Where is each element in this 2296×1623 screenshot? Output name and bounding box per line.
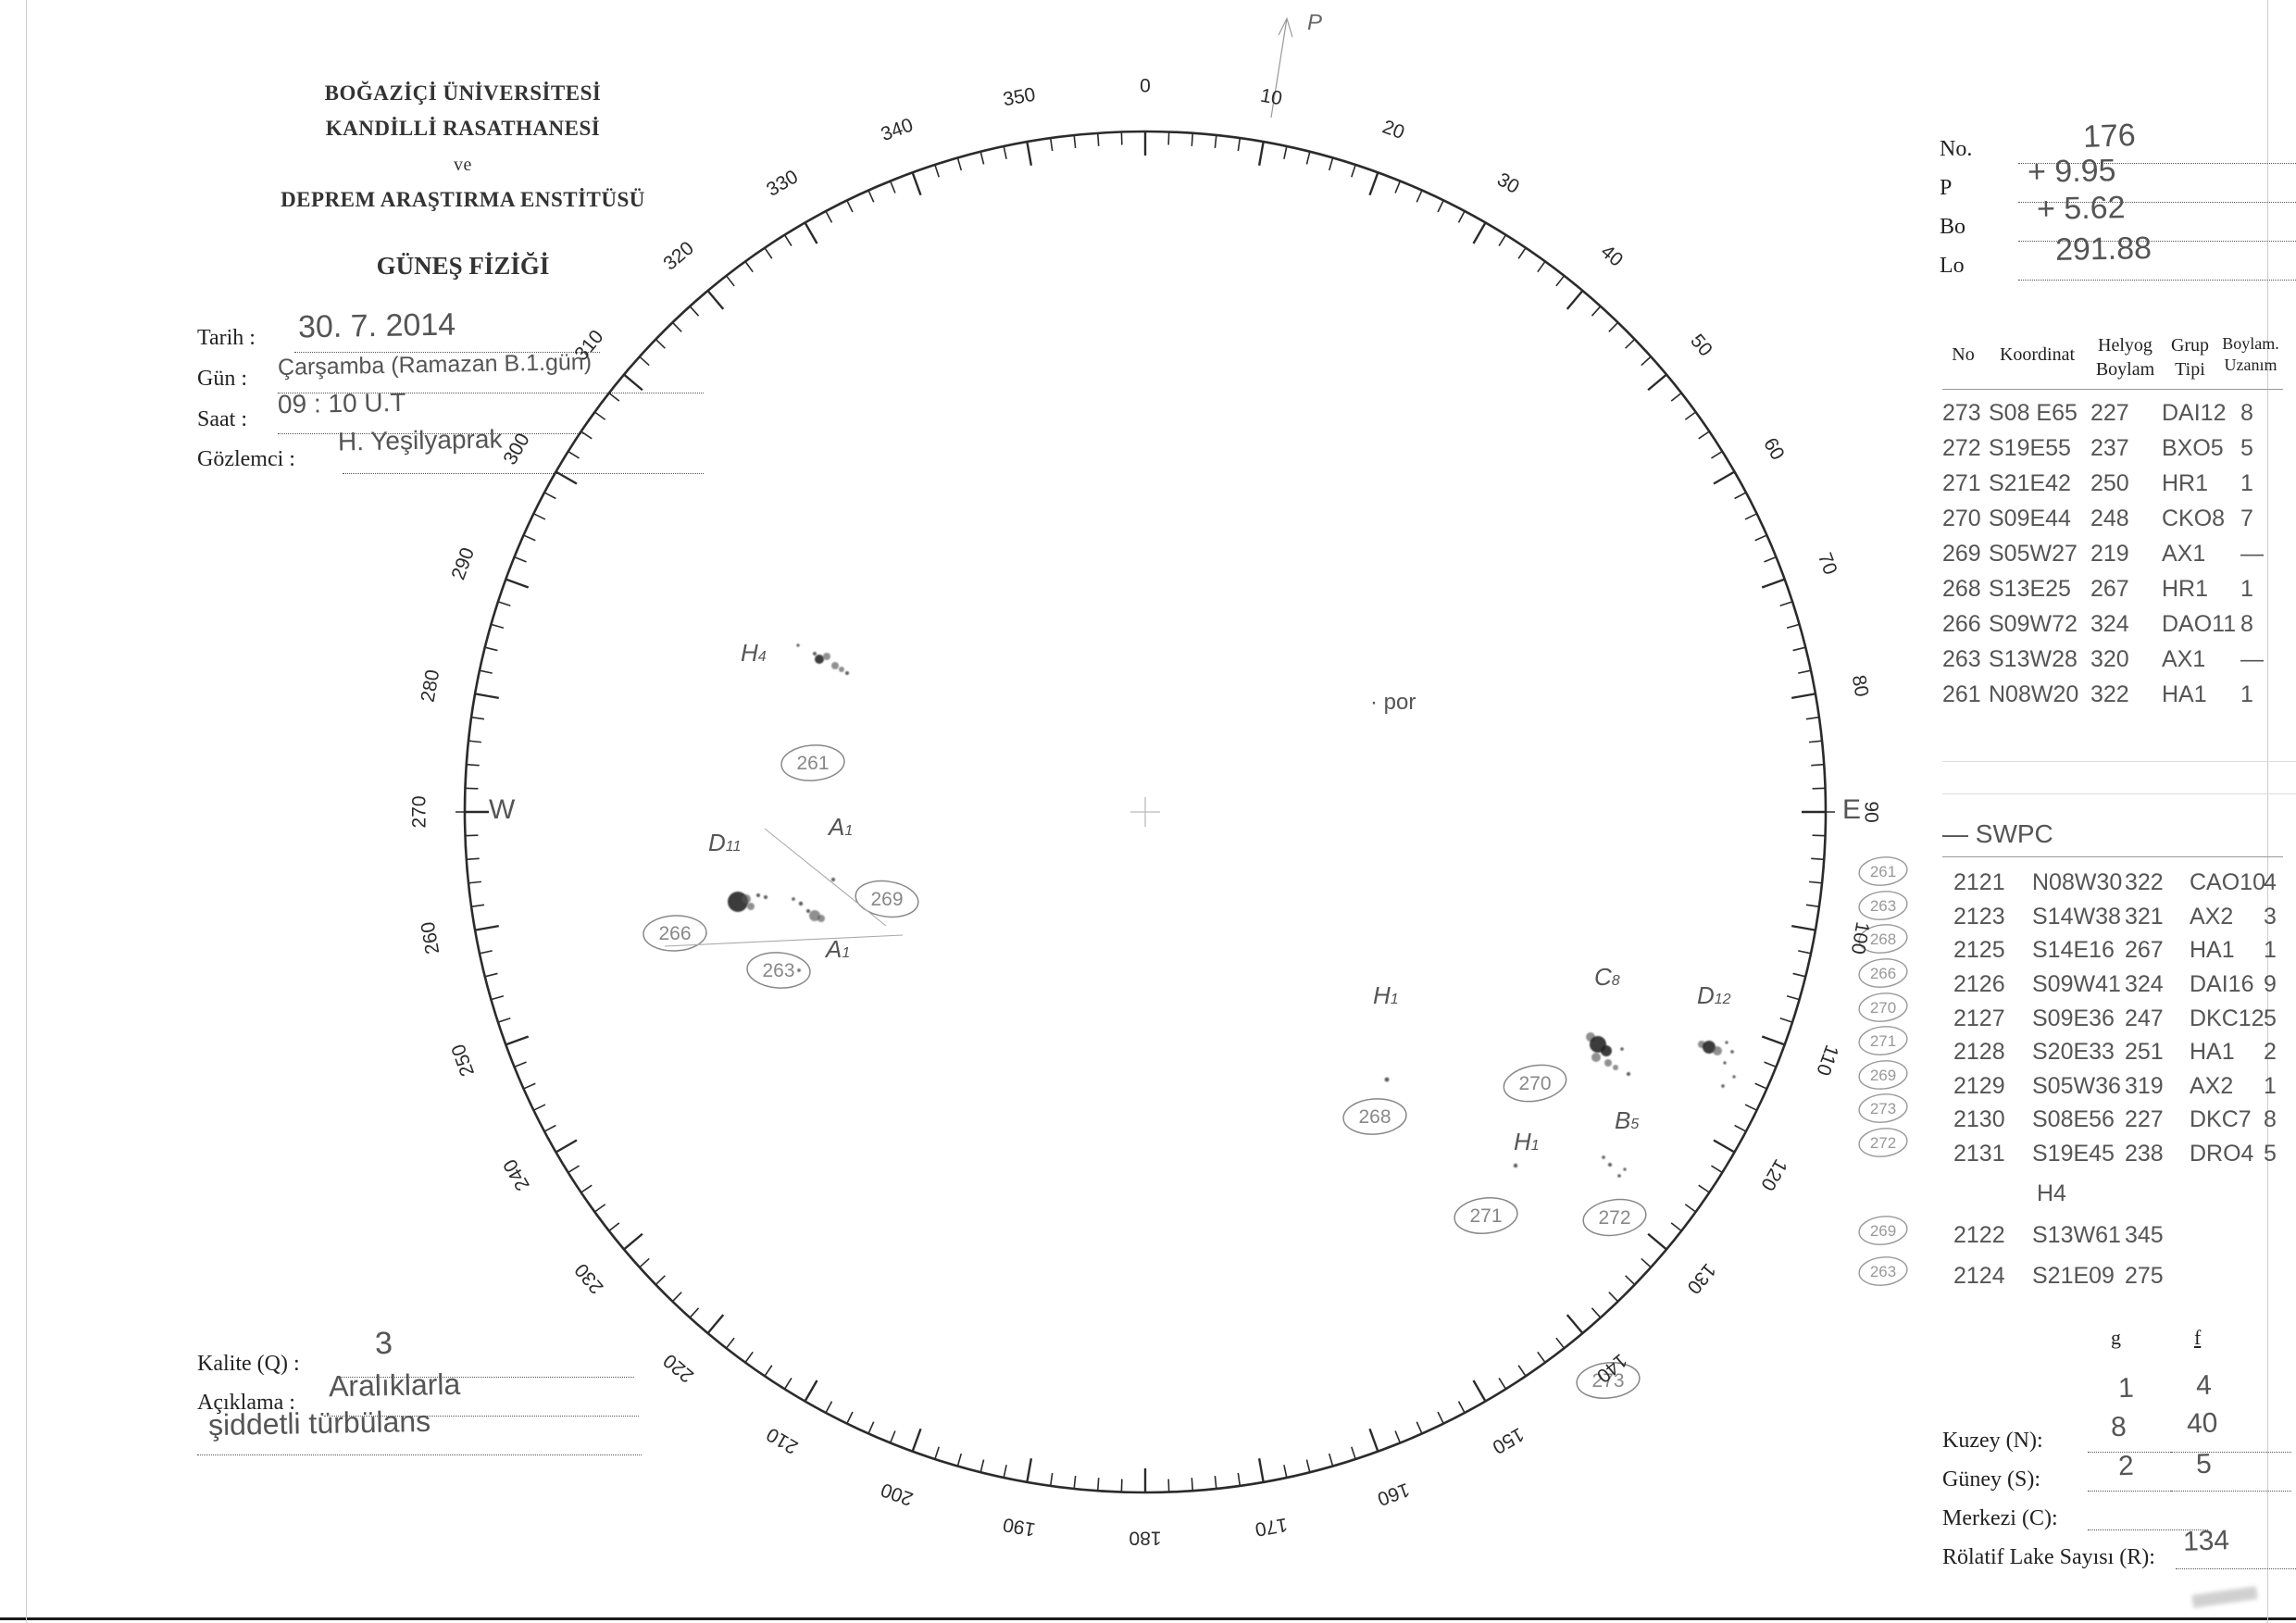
svg-text:272: 272 bbox=[1598, 1207, 1630, 1229]
svg-text:300: 300 bbox=[499, 430, 533, 468]
svg-text:270: 270 bbox=[1518, 1073, 1551, 1094]
svg-text:110: 110 bbox=[1812, 1042, 1842, 1078]
svg-text:100: 100 bbox=[1847, 920, 1874, 956]
svg-text:160: 160 bbox=[1375, 1479, 1413, 1510]
svg-text:272: 272 bbox=[1870, 1134, 1896, 1152]
svg-text:273: 273 bbox=[1870, 1100, 1896, 1117]
svg-text:263: 263 bbox=[1870, 1263, 1896, 1280]
svg-text:10: 10 bbox=[1259, 85, 1284, 110]
svg-text:263: 263 bbox=[1870, 897, 1896, 915]
svg-text:200: 200 bbox=[878, 1479, 916, 1510]
svg-text:263: 263 bbox=[762, 960, 794, 981]
svg-text:220: 220 bbox=[659, 1349, 698, 1386]
svg-text:170: 170 bbox=[1254, 1514, 1290, 1541]
svg-text:240: 240 bbox=[499, 1155, 533, 1194]
svg-text:130: 130 bbox=[1682, 1259, 1719, 1298]
svg-text:120: 120 bbox=[1756, 1155, 1791, 1194]
svg-text:269: 269 bbox=[1870, 1067, 1896, 1084]
svg-text:271: 271 bbox=[1870, 1032, 1896, 1050]
svg-text:40: 40 bbox=[1597, 241, 1628, 271]
svg-text:30: 30 bbox=[1493, 169, 1523, 198]
svg-text:50: 50 bbox=[1686, 331, 1716, 361]
svg-text:90: 90 bbox=[1860, 801, 1881, 822]
svg-text:330: 330 bbox=[763, 166, 802, 200]
svg-text:261: 261 bbox=[796, 753, 829, 774]
svg-text:180: 180 bbox=[1129, 1527, 1161, 1548]
svg-text:210: 210 bbox=[763, 1423, 802, 1457]
svg-text:P: P bbox=[1307, 10, 1322, 35]
svg-text:268: 268 bbox=[1870, 930, 1896, 948]
svg-text:268: 268 bbox=[1358, 1106, 1391, 1128]
svg-text:280: 280 bbox=[418, 668, 444, 705]
svg-text:150: 150 bbox=[1489, 1423, 1528, 1457]
svg-text:266: 266 bbox=[658, 923, 691, 944]
svg-text:60: 60 bbox=[1759, 434, 1789, 464]
svg-text:20: 20 bbox=[1379, 117, 1407, 144]
svg-text:270: 270 bbox=[1870, 999, 1896, 1017]
svg-text:310: 310 bbox=[570, 326, 607, 365]
svg-text:260: 260 bbox=[418, 920, 444, 956]
svg-text:350: 350 bbox=[1002, 84, 1038, 111]
svg-text:270: 270 bbox=[409, 795, 430, 828]
svg-text:261: 261 bbox=[1870, 863, 1896, 880]
svg-text:340: 340 bbox=[878, 115, 916, 146]
svg-text:250: 250 bbox=[448, 1042, 480, 1080]
svg-text:269: 269 bbox=[1870, 1222, 1896, 1240]
svg-text:0: 0 bbox=[1140, 76, 1151, 97]
svg-text:190: 190 bbox=[1002, 1514, 1038, 1541]
svg-text:80: 80 bbox=[1848, 673, 1873, 698]
svg-text:269: 269 bbox=[870, 889, 903, 910]
svg-text:271: 271 bbox=[1469, 1205, 1502, 1227]
svg-text:70: 70 bbox=[1814, 550, 1841, 578]
svg-text:266: 266 bbox=[1870, 965, 1896, 982]
svg-text:320: 320 bbox=[659, 237, 698, 274]
svg-text:290: 290 bbox=[448, 544, 480, 582]
svg-text:230: 230 bbox=[570, 1259, 607, 1298]
